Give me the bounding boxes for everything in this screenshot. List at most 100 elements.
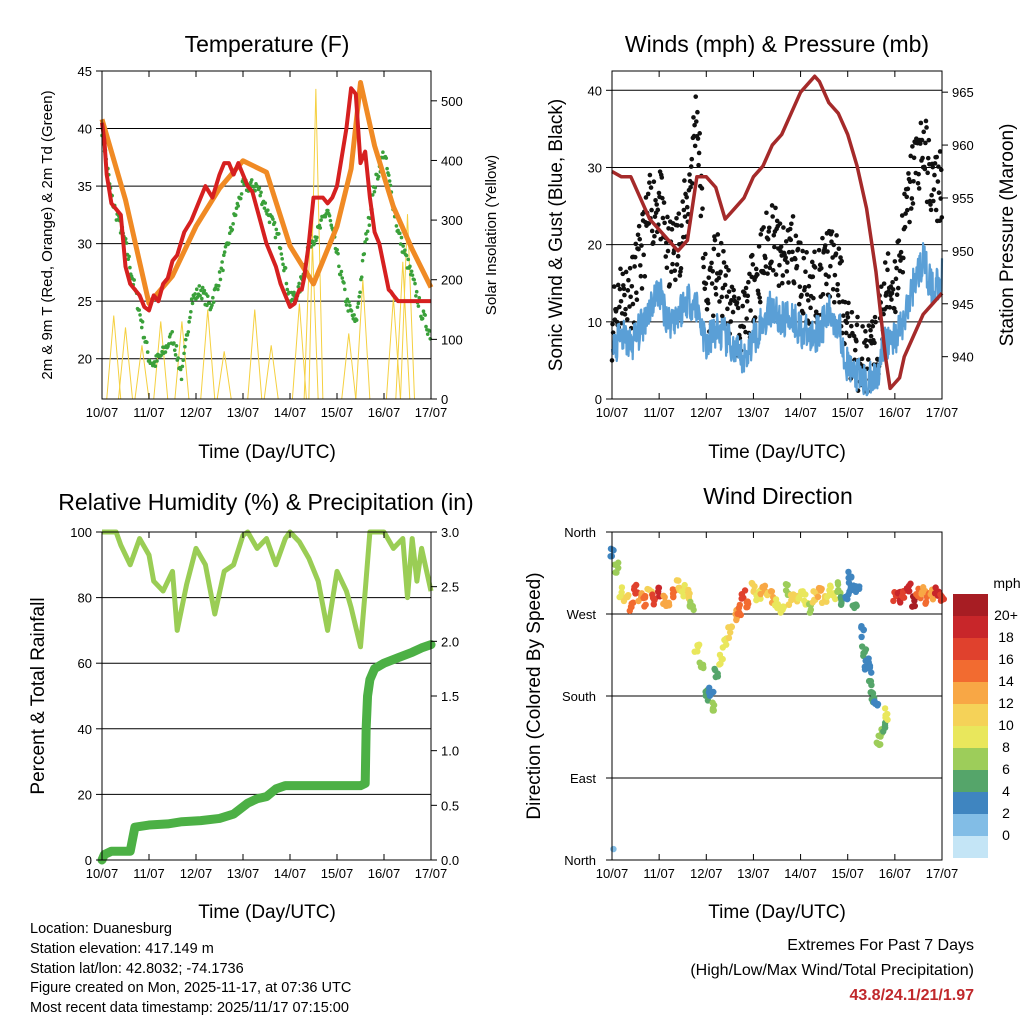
gust-point: [928, 202, 933, 207]
gust-point: [684, 204, 690, 210]
y2-tick-label: 960: [952, 138, 974, 153]
humidity-y-ticks: 0 20 40 60 80 100: [70, 525, 102, 868]
solar-spike: [106, 315, 122, 400]
dewpoint-point: [287, 290, 291, 295]
dewpoint-point: [319, 218, 323, 222]
gust-point: [648, 185, 654, 190]
gust-point: [643, 195, 649, 200]
gust-point: [726, 267, 731, 273]
gust-point: [723, 264, 729, 270]
gust-point: [878, 284, 884, 289]
y2-tick-label: 300: [441, 213, 463, 228]
gust-point: [902, 224, 908, 230]
gust-point: [829, 239, 834, 245]
solar-spike: [400, 214, 415, 400]
gust-point: [645, 191, 651, 197]
gust-point: [798, 240, 803, 246]
winds-x-ticks: 10/07 11/07 12/07 13/07 14/07 15/07 16/07 17/07: [596, 71, 958, 420]
gust-point: [854, 322, 860, 328]
dewpoint-point: [138, 313, 142, 317]
gust-point: [693, 94, 699, 99]
direction-panel: Wind Direction Direction (Colored By Spe…: [524, 483, 1021, 923]
direction-point: [649, 594, 657, 602]
direction-point: [737, 611, 745, 619]
gust-point: [704, 306, 710, 312]
gust-point: [646, 221, 652, 226]
direction-point: [911, 602, 919, 610]
dewpoint-point: [345, 297, 350, 302]
gust-point: [889, 290, 895, 296]
gust-point: [923, 118, 929, 124]
gust-point: [792, 256, 798, 262]
gust-point: [845, 311, 850, 316]
gust-point: [692, 122, 697, 128]
gust-point: [740, 303, 745, 309]
gust-point: [749, 274, 755, 280]
direction-point: [772, 596, 780, 603]
x-tick-label: 13/07: [227, 866, 260, 881]
gust-point: [786, 249, 792, 255]
gust-point: [736, 296, 742, 301]
gust-point: [630, 301, 636, 307]
solar-spike: [200, 309, 216, 400]
dewpoint-point: [217, 270, 222, 274]
direction-point: [814, 593, 822, 601]
solar-spike: [174, 321, 190, 400]
info-elevation: Station elevation: 417.149 m: [30, 940, 214, 957]
dewpoint-point: [200, 296, 204, 301]
gust-point: [816, 247, 822, 253]
gust-point: [922, 166, 928, 172]
humidity-title: Relative Humidity (%) & Precipitation (i…: [58, 489, 473, 515]
gust-point: [656, 190, 662, 196]
dewpoint-point: [359, 275, 364, 279]
gust-point: [844, 320, 850, 326]
y-tick-label: East: [570, 771, 596, 786]
temperature-plot-area: [99, 80, 434, 400]
gust-point: [711, 246, 717, 252]
gust-point: [935, 179, 941, 184]
direction-point: [897, 599, 904, 606]
gust-point: [852, 347, 858, 353]
dewpoint-point: [348, 303, 352, 308]
gust-point: [803, 269, 808, 275]
y-tick-label: 30: [78, 237, 92, 252]
dewpoint-point: [343, 287, 347, 292]
colorbar-label: 0: [1002, 827, 1010, 843]
gust-point: [688, 164, 694, 169]
gust-point: [715, 232, 721, 237]
gust-point: [748, 308, 753, 313]
gust-point: [828, 263, 833, 269]
gust-point: [791, 280, 797, 286]
gust-point: [819, 265, 824, 271]
gust-point: [936, 190, 942, 196]
gust-point: [770, 214, 775, 219]
direction-point: [726, 629, 734, 636]
dewpoint-point: [153, 364, 158, 369]
gust-point: [927, 198, 933, 204]
y-tick-label: 0: [595, 392, 602, 407]
direction-point: [827, 584, 834, 591]
gust-point: [836, 246, 842, 252]
gust-point: [789, 221, 794, 227]
gust-point: [779, 280, 785, 286]
dewpoint-point: [417, 296, 422, 300]
winds-xlabel: Time (Day/UTC): [708, 442, 846, 463]
dewpoint-point: [179, 377, 184, 382]
gust-point: [726, 289, 732, 294]
extremes-block: Extremes For Past 7 Days (High/Low/Max W…: [690, 933, 974, 1008]
gust-point: [830, 286, 836, 292]
gust-point: [847, 333, 852, 339]
solar-spike: [395, 261, 411, 400]
gust-point: [910, 201, 916, 206]
dewpoint-point: [397, 231, 402, 236]
gust-point: [622, 312, 628, 317]
direction-point: [694, 643, 702, 650]
gust-point: [905, 186, 911, 192]
gust-point: [750, 262, 756, 267]
gust-point: [832, 299, 837, 305]
x-tick-label: 14/07: [784, 405, 817, 420]
gust-point: [838, 255, 843, 260]
gust-point: [639, 286, 645, 291]
dewpoint-point: [358, 290, 362, 295]
gust-point: [696, 162, 701, 168]
